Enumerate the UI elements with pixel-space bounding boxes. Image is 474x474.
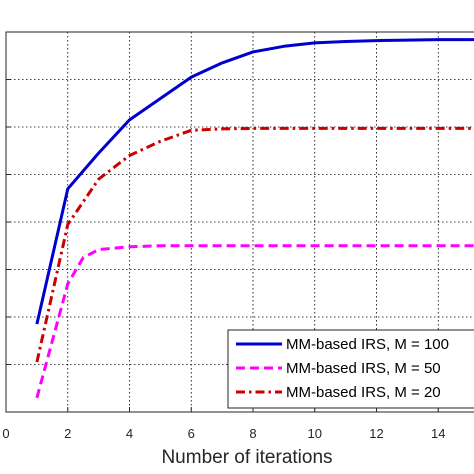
- series-line-2: [35, 244, 474, 399]
- x-axis-label: Number of iterations: [161, 447, 332, 468]
- x-tick-label: 2: [64, 426, 71, 441]
- series-line-3: [35, 126, 474, 363]
- x-tick-labels: 0 2 4 6 8 10 12 14: [2, 79, 445, 441]
- legend-label-1: MM-based IRS, M = 100: [286, 336, 449, 353]
- legend-label-2: MM-based IRS, M = 50: [286, 360, 441, 377]
- x-tick-label: 12: [369, 426, 383, 441]
- x-tick-label: 8: [249, 426, 256, 441]
- series-lines: [35, 38, 474, 399]
- x-tick-label: 10: [308, 426, 322, 441]
- x-tick-label: 6: [188, 426, 195, 441]
- legend: MM-based IRS, M = 100 MM-based IRS, M = 5…: [227, 329, 474, 409]
- legend-label-3: MM-based IRS, M = 20: [286, 384, 441, 401]
- x-tick-label: 4: [126, 426, 133, 441]
- series-line-1: [35, 38, 474, 325]
- x-tick-label: 0: [2, 426, 9, 441]
- x-tick-label: 14: [431, 426, 445, 441]
